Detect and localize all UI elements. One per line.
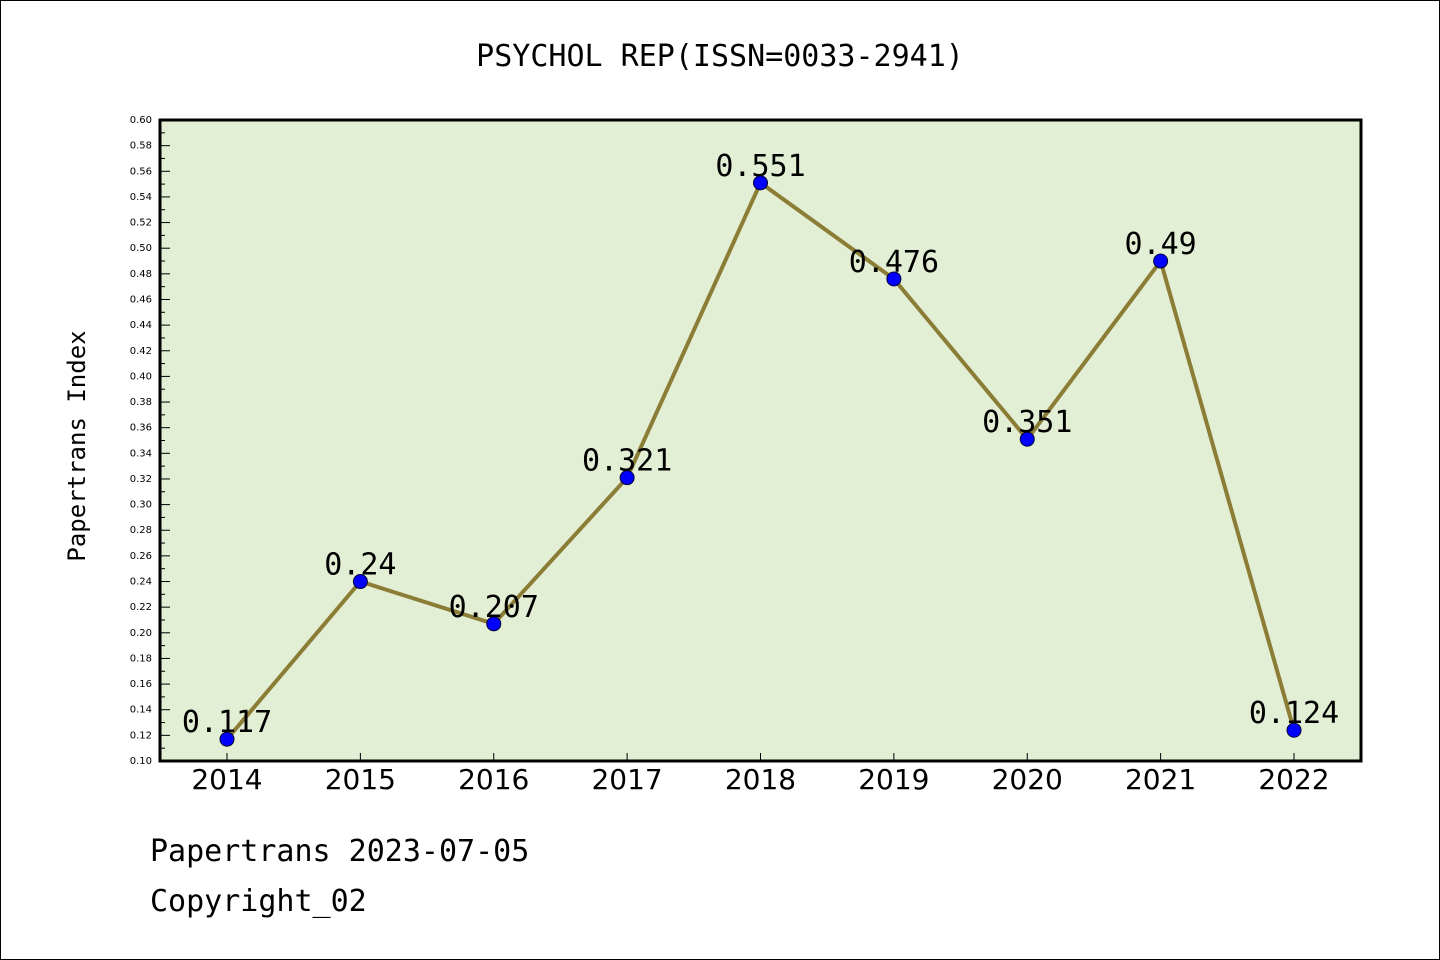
data-point (886, 271, 902, 287)
data-point (486, 616, 502, 632)
y-axis-ticks: 0.10 0.12 0.14 0.16 0.18 0.20 0.22 0.24 0.26 0.28… (130, 115, 170, 767)
data-label: 0.351 (982, 405, 1072, 440)
y-tick-label: 0.10 (130, 756, 152, 767)
chart-title: PSYCHOL REP(ISSN=0033-2941) (476, 39, 964, 74)
x-tick-label: 2019 (858, 763, 929, 796)
y-tick-label: 0.18 (130, 653, 152, 664)
y-tick-label: 0.40 (130, 371, 152, 382)
data-point (753, 175, 768, 191)
data-label: 0.117 (182, 705, 272, 740)
data-point (352, 574, 368, 590)
y-tick-label: 0.28 (130, 525, 152, 536)
y-tick-label: 0.20 (130, 628, 152, 639)
y-tick-label: 0.58 (130, 141, 152, 152)
x-tick-label: 2017 (591, 763, 662, 796)
x-tick-label: 2018 (725, 763, 796, 796)
data-label: 0.49 (1125, 227, 1197, 262)
x-tick-label: 2014 (191, 763, 262, 796)
y-tick-label: 0.54 (130, 192, 152, 203)
y-tick-label: 0.12 (130, 730, 152, 741)
y-tick-label: 0.36 (130, 423, 152, 434)
y-tick-label: 0.16 (130, 679, 152, 690)
data-label: 0.24 (324, 548, 396, 583)
plot-area (160, 120, 1361, 761)
data-label: 0.207 (449, 590, 539, 625)
x-tick-label: 2022 (1258, 763, 1329, 796)
y-tick-label: 0.22 (130, 602, 152, 613)
data-label: 0.124 (1249, 696, 1339, 731)
y-tick-label: 0.26 (130, 551, 152, 562)
data-point (1153, 253, 1169, 269)
y-tick-label: 0.30 (130, 500, 152, 511)
y-tick-label: 0.56 (130, 166, 152, 177)
data-point (1019, 431, 1035, 447)
y-tick-label: 0.60 (130, 115, 152, 126)
x-tick-label: 2020 (992, 763, 1063, 796)
y-axis-label: Papertrans Index (63, 330, 91, 561)
x-tick-label: 2021 (1125, 763, 1196, 796)
y-tick-label: 0.44 (130, 320, 152, 331)
y-tick-label: 0.38 (130, 397, 152, 408)
data-point (1286, 722, 1302, 738)
series-group (219, 175, 1302, 747)
x-tick-label: 2015 (325, 763, 396, 796)
y-tick-label: 0.48 (130, 269, 152, 280)
x-axis-ticks: 2014 2015 2016 2017 2018 2019 2020 2021 2022 (191, 753, 1330, 796)
plot-border (158, 118, 1363, 763)
data-labels: 0.117 0.24 0.207 0.321 0.551 0.476 0.351 0.49 0.… (182, 149, 1339, 740)
y-tick-label: 0.52 (130, 218, 152, 229)
y-tick-label: 0.50 (130, 243, 152, 254)
y-tick-label: 0.34 (130, 448, 152, 459)
data-label: 0.476 (849, 245, 939, 280)
y-tick-label: 0.42 (130, 346, 152, 357)
y-tick-label: 0.14 (130, 705, 152, 716)
data-label: 0.551 (715, 149, 805, 184)
y-tick-label: 0.24 (130, 577, 152, 588)
x-tick-label: 2016 (458, 763, 529, 796)
footer-date: Papertrans 2023-07-05 (150, 834, 530, 869)
data-label: 0.321 (582, 444, 672, 479)
data-point (219, 731, 235, 747)
y-tick-label: 0.46 (130, 294, 152, 305)
data-point (619, 470, 635, 486)
y-tick-label: 0.32 (130, 474, 152, 485)
footer-copyright: Copyright_02 (150, 884, 367, 919)
